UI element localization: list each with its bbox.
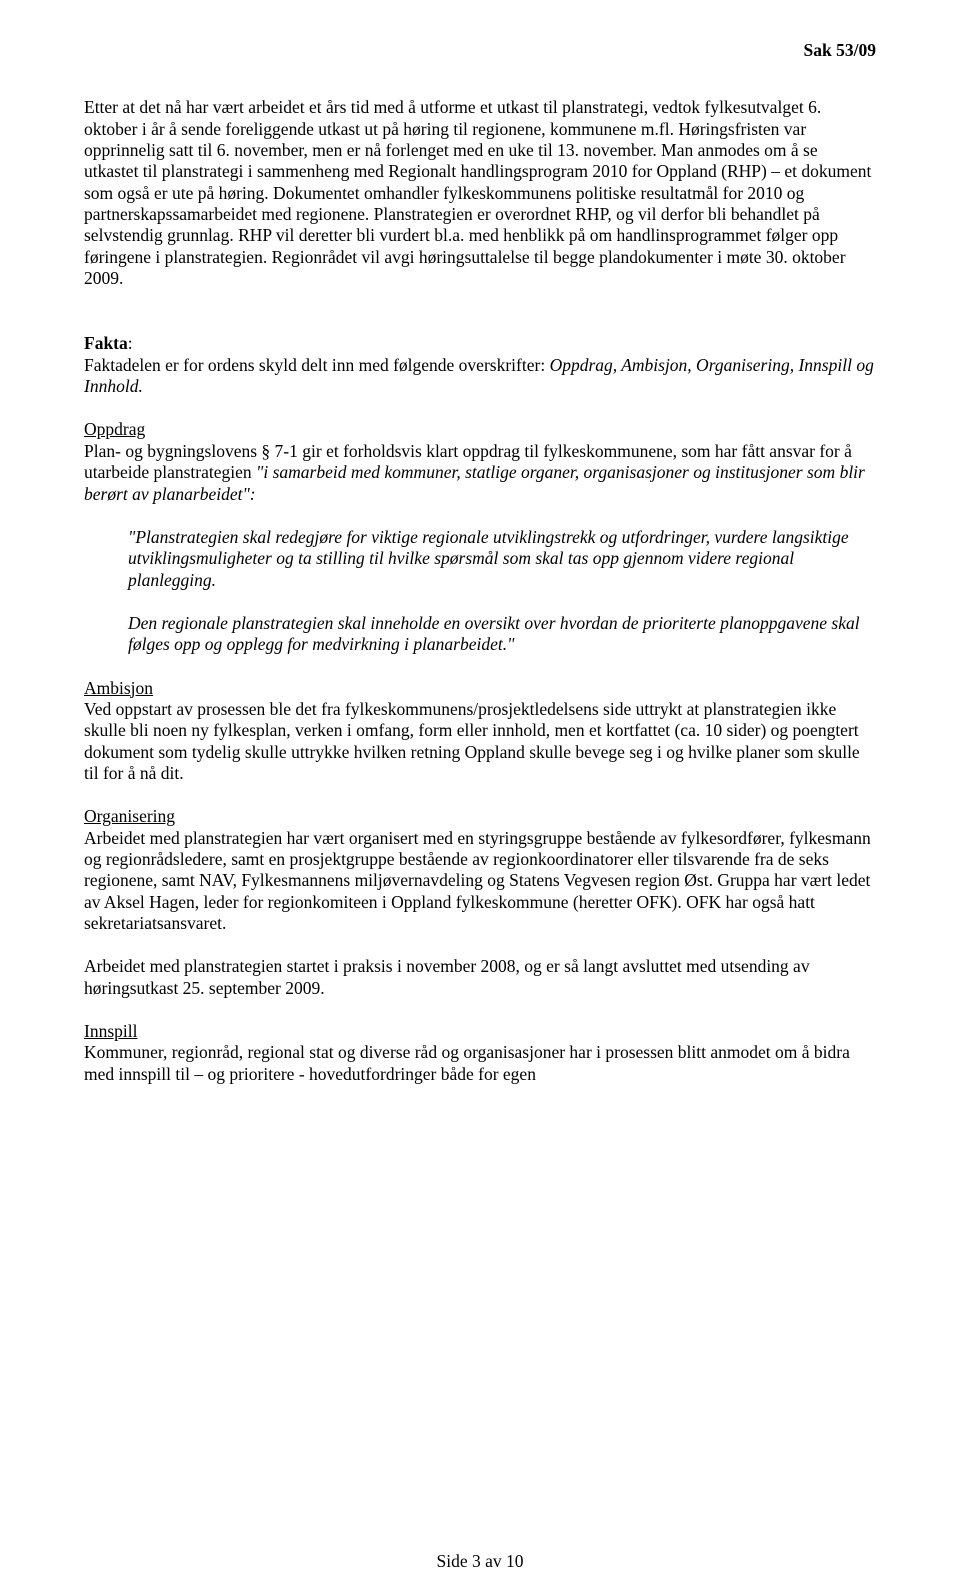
case-number-header: Sak 53/09 — [84, 40, 876, 61]
innspill-heading: Innspill — [84, 1021, 876, 1042]
innspill-label: Innspill — [84, 1021, 137, 1041]
quote-paragraph-2: Den regionale planstrategien skal inneho… — [128, 613, 876, 656]
ambisjon-label: Ambisjon — [84, 678, 153, 698]
document-page: Sak 53/09 Etter at det nå har vært arbei… — [0, 0, 960, 1588]
fakta-heading-line: Fakta: — [84, 333, 876, 354]
intro-paragraph: Etter at det nå har vært arbeidet et års… — [84, 97, 876, 289]
fakta-label: Fakta — [84, 333, 128, 353]
oppdrag-heading: Oppdrag — [84, 419, 876, 440]
colon: : — [128, 333, 133, 353]
innspill-body: Kommuner, regionråd, regional stat og di… — [84, 1042, 876, 1085]
oppdrag-label: Oppdrag — [84, 419, 145, 439]
oppdrag-body: Plan- og bygningslovens § 7-1 gir et for… — [84, 441, 876, 505]
organisering-label: Organisering — [84, 806, 175, 826]
ambisjon-body: Ved oppstart av prosessen ble det fra fy… — [84, 699, 876, 784]
ambisjon-heading: Ambisjon — [84, 678, 876, 699]
quote-paragraph-1: "Planstrategien skal redegjøre for vikti… — [128, 527, 876, 591]
middle-paragraph: Arbeidet med planstrategien startet i pr… — [84, 956, 876, 999]
organisering-heading: Organisering — [84, 806, 876, 827]
fakta-body: Faktadelen er for ordens skyld delt inn … — [84, 355, 876, 398]
page-footer: Side 3 av 10 — [0, 1551, 960, 1572]
fakta-body-a: Faktadelen er for ordens skyld delt inn … — [84, 355, 550, 375]
organisering-body: Arbeidet med planstrategien har vært org… — [84, 828, 876, 935]
